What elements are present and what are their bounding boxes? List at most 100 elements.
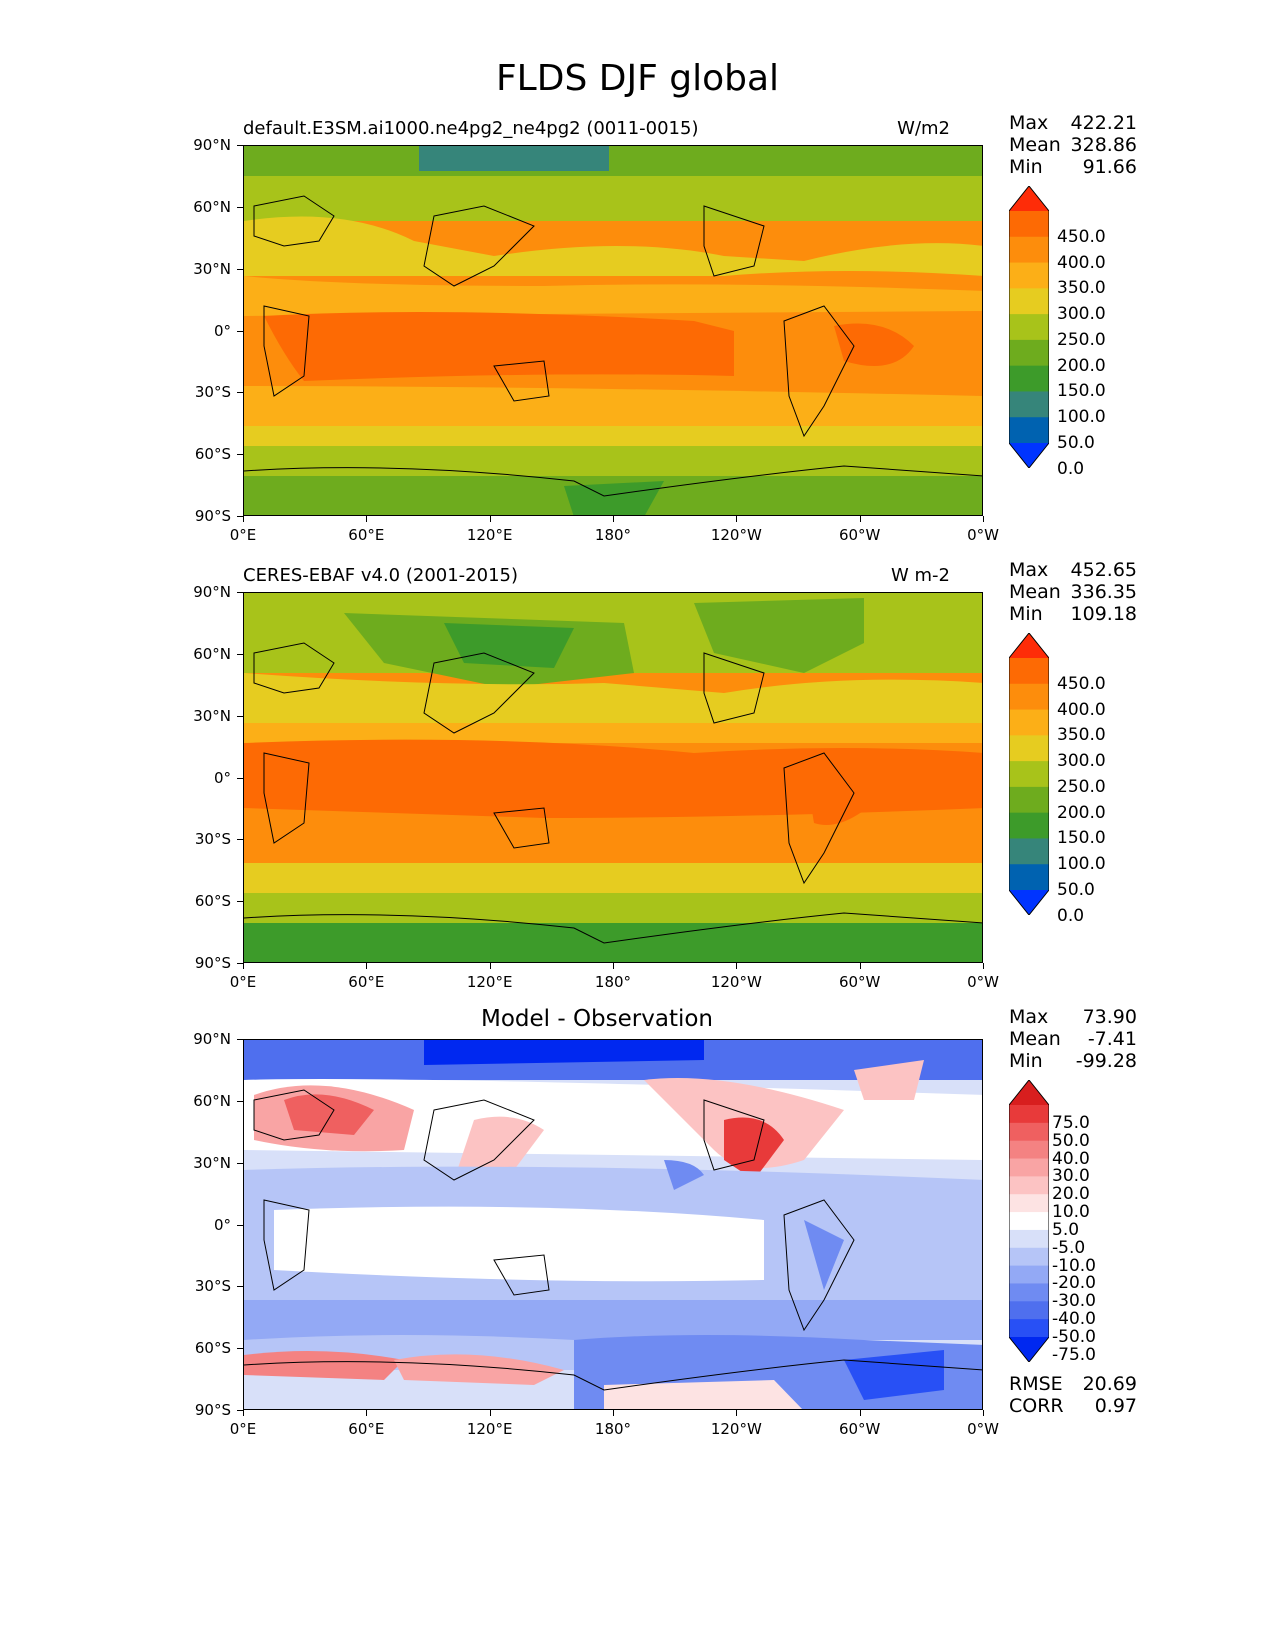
colorbar-box [1009, 1265, 1049, 1284]
colorbar-label: 300.0 [1057, 751, 1106, 772]
lat-tick [237, 330, 243, 332]
colorbar-box [1009, 365, 1049, 392]
lat-tick-label: 30°N [193, 259, 231, 278]
lat-tick [237, 1039, 243, 1040]
lat-tick-label: 90°N [193, 136, 231, 154]
colorbar-extend-max [1009, 1080, 1049, 1105]
colorbar-box [1009, 1176, 1049, 1195]
panel3-colorbar [1008, 1079, 1050, 1363]
lon-tick-label: 120°E [466, 1420, 513, 1438]
colorbar-svg [1008, 1079, 1050, 1363]
rmse-label: RMSE [1009, 1373, 1063, 1395]
lat-tick [237, 592, 243, 593]
lon-tick-label: 0°W [967, 1420, 999, 1438]
lon-tick [736, 963, 738, 969]
lat-tick-label: 30°N [193, 706, 231, 725]
lat-tick [237, 268, 243, 270]
colorbar-label: 10.0 [1052, 1202, 1090, 1223]
lon-tick [613, 963, 614, 969]
lon-tick-label: 60°E [348, 973, 385, 991]
colorbar-box [1009, 1319, 1049, 1338]
panel3-title: Model - Observation [480, 1006, 714, 1032]
colorbar-box [1009, 1105, 1049, 1124]
lon-tick-label: 120°W [710, 1420, 762, 1438]
lon-tick [983, 1410, 984, 1416]
colorbar-box [1009, 1212, 1049, 1231]
colorbar-box [1009, 1301, 1049, 1320]
panel1-stats: Max 422.21 Mean 328.86 Min 91.66 [1009, 112, 1137, 178]
colorbar-label: 400.0 [1057, 699, 1106, 720]
colorbar-label: 350.0 [1057, 725, 1106, 746]
colorbar-label: 300.0 [1057, 304, 1106, 325]
colorbar-box [1009, 262, 1049, 289]
colorbar-box [1009, 658, 1049, 685]
lon-tick [983, 516, 984, 522]
stat-label: Min [1009, 603, 1043, 625]
colorbar-label: 50.0 [1052, 1130, 1090, 1151]
lat-tick [237, 653, 243, 655]
panel3-map [243, 1039, 983, 1410]
lat-tick-label: 30°S [194, 830, 231, 849]
colorbar-label: 400.0 [1057, 252, 1106, 273]
lat-tick [237, 1100, 243, 1102]
lat-tick-label: 60°S [194, 1339, 231, 1358]
colorbar-box [1009, 1122, 1049, 1142]
colorbar-label: 150.0 [1057, 828, 1106, 849]
colorbar-label: 0.0 [1057, 458, 1085, 479]
colorbar-extend-min [1009, 1337, 1049, 1362]
lon-tick-label: 0°W [967, 973, 999, 991]
lon-tick-label: 180° [594, 973, 632, 991]
lat-tick-label: 60°S [194, 892, 231, 911]
colorbar-box [1009, 1283, 1049, 1302]
stat-value: -99.28 [1075, 1050, 1137, 1072]
colorbar-extend-max [1009, 633, 1049, 658]
colorbar-box [1009, 1158, 1049, 1177]
lat-tick [237, 392, 243, 394]
colorbar-label: -20.0 [1052, 1273, 1096, 1294]
colorbar-label: 0.0 [1057, 905, 1085, 926]
lon-tick-label: 0°E [229, 1420, 257, 1438]
lon-tick [489, 963, 491, 969]
colorbar-box [1009, 812, 1049, 839]
corr-value: 0.97 [1094, 1395, 1137, 1417]
stat-value: 73.90 [1082, 1006, 1137, 1028]
colorbar-label: -30.0 [1052, 1291, 1096, 1312]
lat-tick-label: 60°N [193, 197, 231, 216]
stat-value: 328.86 [1070, 134, 1137, 156]
colorbar-label: 75.0 [1052, 1112, 1090, 1133]
panel1-colorbar [1008, 185, 1050, 469]
lat-tick [237, 715, 243, 717]
lat-tick [237, 145, 243, 146]
colorbar-box [1009, 1229, 1049, 1249]
colorbar-label: 450.0 [1057, 673, 1106, 694]
lon-tick [366, 963, 368, 969]
colorbar-label: 250.0 [1057, 329, 1106, 350]
colorbar-box [1009, 288, 1049, 315]
corr-label: CORR [1009, 1395, 1064, 1417]
colorbar-label: -5.0 [1052, 1237, 1086, 1258]
panel2-stats: Max 452.65 Mean 336.35 Min 109.18 [1009, 559, 1137, 625]
colorbar-label: 200.0 [1057, 802, 1106, 823]
colorbar-label: 40.0 [1052, 1148, 1090, 1169]
lat-tick-label: 90°N [193, 1030, 231, 1048]
lon-tick [736, 516, 738, 522]
colorbar-box [1009, 417, 1049, 444]
lon-tick [859, 963, 861, 969]
colorbar-label: 50.0 [1057, 433, 1095, 453]
figure-title: FLDS DJF global [495, 58, 780, 99]
stat-label: Max [1009, 1006, 1049, 1028]
stat-value: 422.21 [1070, 112, 1137, 134]
lon-tick-label: 0°W [967, 526, 999, 544]
stat-label: Mean [1009, 134, 1061, 156]
colorbar-label: 5.0 [1052, 1219, 1080, 1240]
lat-tick [237, 1224, 243, 1226]
lon-tick-label: 180° [594, 1420, 632, 1438]
colorbar-box [1009, 339, 1049, 367]
colorbar-label: -75.0 [1052, 1344, 1096, 1365]
colorbar-box [1009, 761, 1049, 788]
lon-tick-label: 0°E [229, 526, 257, 544]
lat-tick [237, 1286, 243, 1288]
lat-tick-label: 30°S [194, 383, 231, 402]
stat-value: 452.65 [1070, 559, 1137, 581]
colorbar-label: -40.0 [1052, 1309, 1096, 1330]
